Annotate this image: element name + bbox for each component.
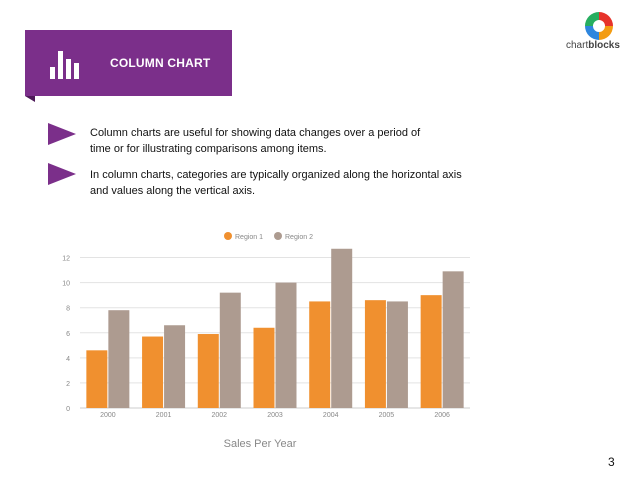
- bullet-text-2: In column charts, categories are typical…: [90, 169, 462, 197]
- bar-region-1: [86, 350, 108, 408]
- y-tick-label: 4: [66, 356, 70, 363]
- legend-label: Region 1: [235, 234, 263, 241]
- bar-region-2: [386, 301, 408, 408]
- brand-name: chartblocks: [566, 40, 620, 51]
- page-number: 3: [608, 455, 615, 469]
- x-tick-label: 2005: [379, 412, 395, 419]
- bar-region-2: [108, 310, 130, 408]
- bar-region-1: [420, 295, 442, 408]
- bar-region-1: [364, 300, 386, 408]
- bullet-arrow-icon: [48, 123, 76, 145]
- bullet-text-1: Column charts are useful for showing dat…: [90, 127, 421, 155]
- x-tick-label: 2001: [156, 412, 172, 419]
- x-tick-label: 2003: [267, 412, 283, 419]
- bullet-arrow-icon: [48, 163, 76, 185]
- bar-region-1: [253, 327, 275, 408]
- legend-marker: [224, 232, 232, 240]
- bar-region-2: [275, 282, 297, 408]
- bar-region-1: [309, 301, 331, 408]
- x-tick-label: 2004: [323, 412, 339, 419]
- slide-title: COLUMN CHART: [110, 56, 211, 70]
- bar-region-2: [331, 248, 353, 408]
- bar-region-1: [197, 334, 219, 408]
- y-tick-label: 0: [66, 406, 70, 413]
- y-tick-label: 2: [66, 381, 70, 388]
- legend-label: Region 2: [285, 234, 313, 241]
- y-tick-label: 10: [62, 281, 70, 288]
- bar-chart-icon: [50, 51, 79, 79]
- bar-region-1: [142, 336, 164, 408]
- banner-fold: [25, 96, 35, 102]
- column-chart: 0 2 4 6 8 10 12 2000 2001 2002 2003 2004 2005 2006 Reg…: [62, 232, 470, 450]
- bar-region-2: [219, 292, 241, 408]
- y-tick-label: 12: [62, 256, 70, 263]
- x-tick-label: 2006: [434, 412, 450, 419]
- y-tick-label: 6: [66, 331, 70, 338]
- bar-region-2: [442, 271, 464, 408]
- legend-marker: [274, 232, 282, 240]
- x-axis-title: Sales Per Year: [224, 438, 297, 450]
- x-tick-label: 2000: [100, 412, 116, 419]
- x-tick-label: 2002: [211, 412, 227, 419]
- chartblocks-logo-icon: [585, 12, 613, 40]
- y-tick-label: 8: [66, 306, 70, 313]
- bar-region-2: [164, 325, 186, 408]
